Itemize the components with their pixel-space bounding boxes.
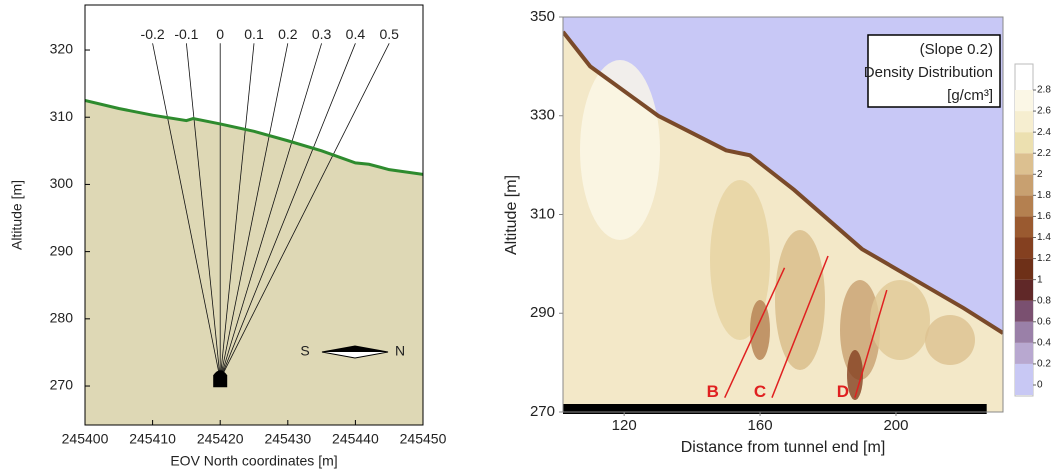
- y-tick-label: 330: [530, 107, 555, 124]
- ray: [219, 43, 390, 380]
- colorbar-band: [1015, 258, 1033, 280]
- colorbar-label: 0: [1037, 380, 1043, 391]
- x-tick-label: 245450: [400, 431, 447, 447]
- colorbar-band: [1015, 300, 1033, 322]
- y-tick-label: 320: [50, 41, 74, 57]
- fault-line: [854, 289, 888, 398]
- x-axis-label: EOV North coordinates [m]: [170, 453, 337, 469]
- tunnel: [213, 370, 228, 388]
- right-chart: B C D (Slope 0.2) Density Distribution [g/cm³…: [503, 8, 1051, 456]
- y-tick-label: 290: [50, 242, 74, 258]
- colorbar-label: 1.6: [1037, 211, 1051, 222]
- compass-arrow-fill: [322, 346, 388, 352]
- colorbar-band: [1015, 132, 1033, 154]
- fault-label: C: [754, 382, 766, 401]
- x-tick-label: 245430: [264, 431, 311, 447]
- y-tick-label: 290: [530, 304, 555, 321]
- colorbar-band: [1015, 216, 1033, 238]
- compass-north: N: [395, 343, 405, 359]
- colorbar-band: [1015, 363, 1033, 395]
- colorbar-band: [1015, 237, 1033, 259]
- ground: [85, 100, 423, 425]
- density-patch: [775, 230, 825, 370]
- ray: [219, 43, 255, 380]
- fault-line: [771, 255, 829, 398]
- compass-south: S: [300, 343, 309, 359]
- ray: [152, 43, 221, 380]
- colorbar-band: [1015, 174, 1033, 196]
- colorbar-label: 1.4: [1037, 232, 1051, 243]
- y-tick-label: 300: [50, 175, 74, 191]
- x-axis-label: Distance from tunnel end [m]: [681, 439, 886, 456]
- colorbar-label: 2.8: [1037, 85, 1051, 96]
- colorbar-label: 0.8: [1037, 295, 1051, 306]
- tunnel-bar: [563, 404, 987, 414]
- plot-frame: [84, 4, 424, 426]
- ray: [219, 43, 356, 380]
- x-tick-label: 245400: [62, 431, 109, 447]
- legend-text: Density Distribution: [864, 64, 993, 81]
- colorbar-label: 2: [1037, 169, 1043, 180]
- colorbar-label: 2.4: [1037, 127, 1051, 138]
- density-patch: [847, 350, 863, 400]
- colorbar-label: 0.2: [1037, 359, 1051, 370]
- colorbar-label: 1: [1037, 274, 1043, 285]
- y-axis-label: Altitude [m]: [9, 180, 25, 250]
- x-tick-label: 245410: [129, 431, 176, 447]
- colorbar-band: [1015, 153, 1033, 175]
- ray-label: 0.3: [312, 26, 332, 42]
- surface-line: [563, 30, 1003, 335]
- colorbar-band: [1015, 342, 1033, 364]
- legend-text: (Slope 0.2): [920, 41, 993, 58]
- fault-label: B: [707, 382, 719, 401]
- ray-label: 0.5: [379, 26, 399, 42]
- x-tick-label: 200: [883, 417, 908, 434]
- density-patch: [840, 280, 880, 380]
- density-patch: [710, 180, 770, 340]
- colorbar-label: 2.6: [1037, 106, 1051, 117]
- ray: [219, 43, 289, 380]
- colorbar-band: [1015, 111, 1033, 133]
- ray-label: -0.2: [141, 26, 165, 42]
- density-patch: [750, 300, 770, 360]
- colorbar-band: [1015, 195, 1033, 217]
- y-axis-label: Altitude [m]: [503, 175, 520, 255]
- colorbar-label: 1.8: [1037, 190, 1051, 201]
- density-patch: [925, 315, 975, 365]
- ray-label: 0.1: [244, 26, 264, 42]
- ray-label: 0: [216, 26, 224, 42]
- colorbar-label: 2.2: [1037, 148, 1051, 159]
- y-tick-label: 280: [50, 310, 74, 326]
- colorbar-label: 1.2: [1037, 253, 1051, 264]
- colorbar-band: [1015, 321, 1033, 343]
- x-tick-label: 120: [612, 417, 637, 434]
- colorbar-band: [1015, 279, 1033, 301]
- ray: [186, 43, 221, 380]
- x-tick-label: 245440: [332, 431, 379, 447]
- colorbar-label: 0.4: [1037, 337, 1051, 348]
- ray-label: 0.4: [346, 26, 366, 42]
- y-tick-label: 310: [530, 205, 555, 222]
- left-chart: -0.2 -0.1 0 0.1 0.2 0.3 0.4 0.5 S N 270 280 290 300 31…: [9, 4, 447, 469]
- legend-box: [867, 34, 1001, 108]
- fault-line: [724, 267, 786, 398]
- ray-label: 0.2: [278, 26, 298, 42]
- terrain-line: [85, 98, 423, 176]
- density-patch: [870, 280, 930, 360]
- x-tick-label: 245420: [197, 431, 244, 447]
- y-tick-label: 270: [530, 403, 555, 420]
- ray: [219, 43, 322, 380]
- x-tick-label: 160: [748, 417, 773, 434]
- y-tick-label: 270: [50, 377, 74, 393]
- y-tick-label: 310: [50, 108, 74, 124]
- y-tick-label: 350: [530, 8, 555, 25]
- ray-label: -0.1: [174, 26, 198, 42]
- colorbar-label: 0.6: [1037, 316, 1051, 327]
- colorbar-band: [1015, 90, 1033, 112]
- fault-label: D: [837, 382, 849, 401]
- legend-text: [g/cm³]: [947, 87, 993, 104]
